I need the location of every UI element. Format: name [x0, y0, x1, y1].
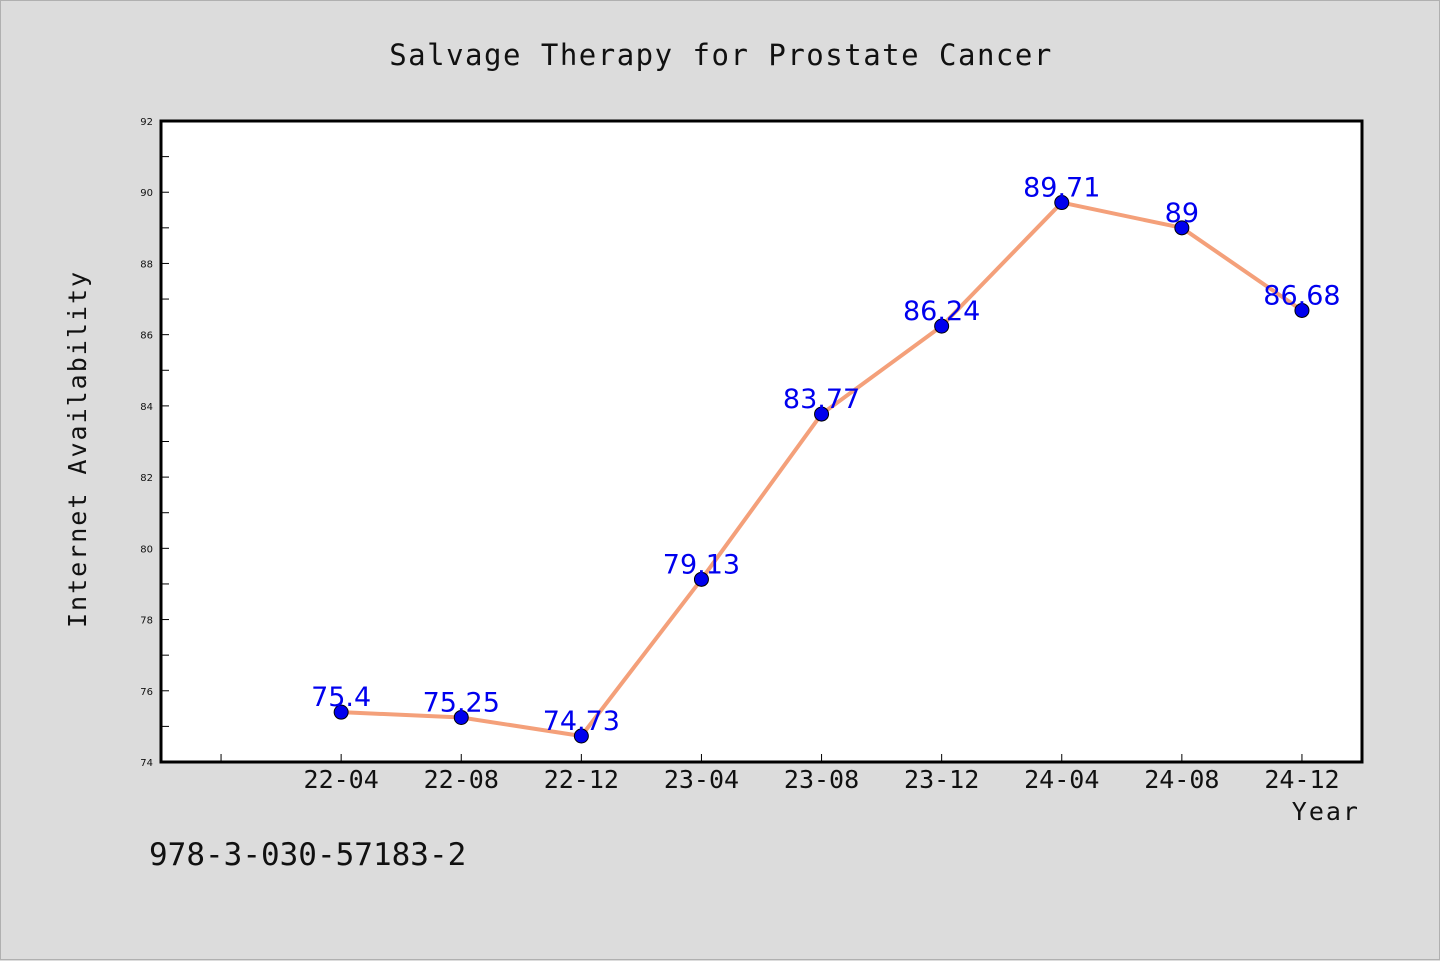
data-label: 83.77	[783, 384, 860, 415]
y-axis-label: Internet Availability	[63, 270, 92, 628]
data-label: 75.25	[423, 687, 500, 718]
y-tick-label: 92	[140, 117, 153, 128]
data-point	[693, 571, 709, 587]
x-tick-label: 22-08	[424, 765, 499, 794]
data-label: 86.24	[903, 296, 980, 327]
plot-area	[159, 119, 1364, 764]
x-tick-label: 23-08	[784, 765, 859, 794]
y-tick-label: 88	[140, 259, 153, 270]
x-tick-label: 22-12	[544, 765, 619, 794]
x-axis: 22-04 22-08 22-12 23-04 23-08 23-12 24-04 24-08…	[220, 754, 1340, 794]
data-point	[333, 704, 349, 720]
data-point	[1174, 220, 1190, 236]
chart-title: Salvage Therapy for Prostate Cancer	[389, 38, 1053, 72]
x-tick-label: 23-12	[904, 765, 979, 794]
data-label: 75.4	[311, 682, 371, 713]
x-tick-label: 24-04	[1024, 765, 1099, 794]
data-point	[453, 709, 469, 725]
data-label: 89	[1165, 198, 1199, 229]
data-point	[934, 318, 950, 334]
x-axis-label: Year	[1292, 797, 1360, 826]
data-label: 79.13	[663, 549, 740, 580]
data-point	[573, 728, 589, 744]
data-point	[1054, 195, 1070, 211]
x-tick-label: 23-04	[664, 765, 739, 794]
y-tick-label: 86	[140, 331, 153, 342]
x-tick-label: 22-04	[304, 765, 379, 794]
data-label: 86.68	[1263, 280, 1340, 311]
isbn-annotation: 978-3-030-57183-2	[149, 837, 466, 873]
data-point	[814, 406, 830, 422]
series: 75.4 75.25 74.73 79.13 83.77 86.24 89.71 89 86.6…	[311, 173, 1341, 744]
data-label: 89.71	[1023, 173, 1100, 204]
data-point	[1294, 302, 1310, 318]
y-tick-label: 82	[140, 473, 153, 484]
y-axis: 74 76 78 80 82 84 86 88 90 92	[140, 117, 169, 769]
data-label: 74.73	[543, 706, 620, 737]
y-tick-label: 78	[140, 616, 153, 627]
x-tick-label: 24-08	[1144, 765, 1219, 794]
y-tick-label: 76	[140, 687, 153, 698]
x-tick-label: 24-12	[1264, 765, 1339, 794]
y-tick-label: 84	[140, 402, 153, 413]
y-tick-label: 80	[140, 544, 153, 555]
y-tick-label: 74	[140, 758, 153, 769]
y-tick-label: 90	[140, 188, 153, 199]
